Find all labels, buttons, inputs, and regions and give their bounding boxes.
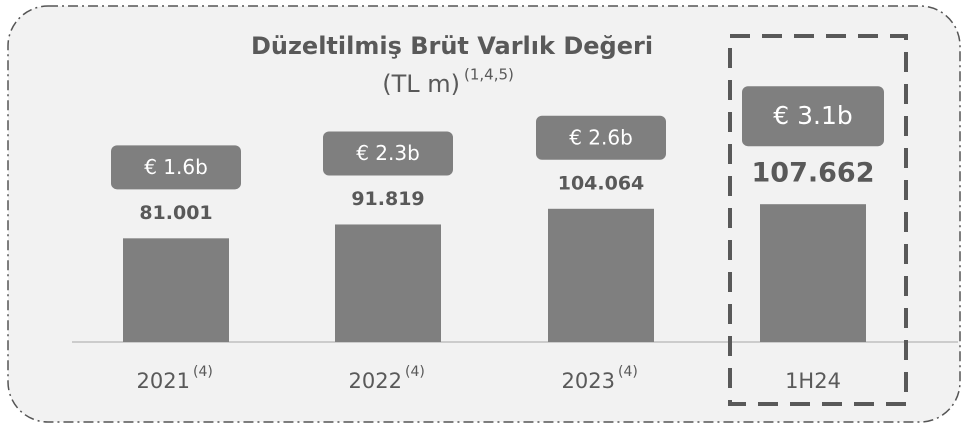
euro-box [536, 115, 666, 160]
bar [760, 204, 866, 342]
euro-label: € 3.1b [773, 101, 852, 130]
value-label: 107.662 [752, 158, 875, 189]
subtitle-note: (1,4,5) [464, 66, 514, 84]
euro-label: € 1.6b [144, 155, 208, 179]
chart-subtitle: (TL m) [382, 70, 460, 98]
euro-label: € 2.6b [569, 125, 633, 149]
x-tick-label: 2022 [349, 369, 402, 393]
x-tick-label: 2021 [137, 369, 190, 393]
bar [335, 224, 441, 342]
x-tick-label: 2023 [562, 369, 615, 393]
bar [123, 238, 229, 342]
euro-label: € 2.3b [356, 141, 420, 165]
euro-box [111, 145, 241, 190]
category-note: (4) [193, 364, 213, 380]
chart-title: Düzeltilmiş Brüt Varlık Değeri [251, 32, 653, 60]
euro-box [742, 86, 884, 147]
highlight-frame [728, 34, 908, 406]
category-note: (4) [405, 364, 425, 380]
value-label: 91.819 [351, 188, 424, 210]
x-tick-label: 1H24 [785, 369, 841, 393]
bar [548, 208, 654, 342]
euro-box [323, 131, 453, 176]
value-label: 81.001 [139, 202, 212, 224]
panel [7, 5, 961, 423]
category-note: (4) [618, 364, 638, 380]
value-label: 104.064 [558, 172, 645, 194]
